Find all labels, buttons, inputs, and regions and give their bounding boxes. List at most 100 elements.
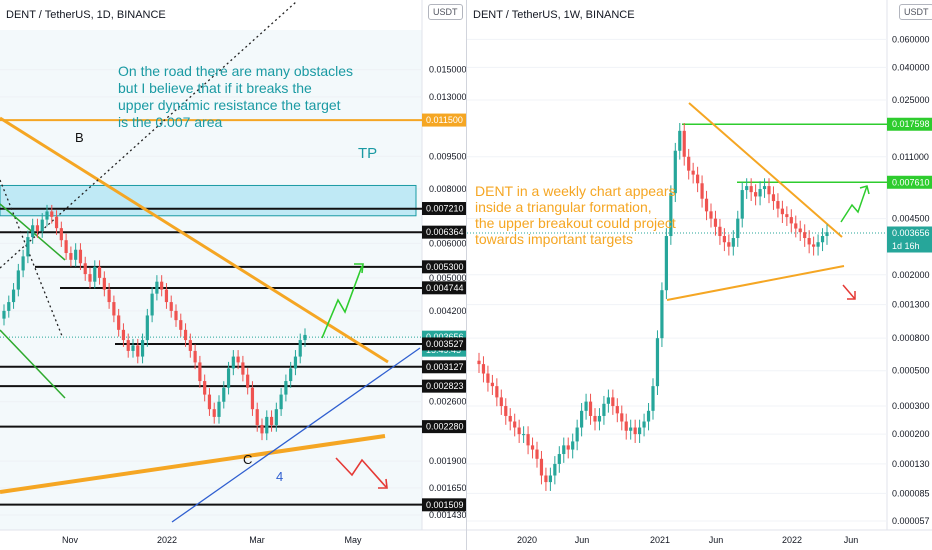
panel-divider[interactable]: [466, 0, 467, 550]
candle-body: [767, 186, 771, 195]
daily-chart-svg[interactable]: 0.015000 0.013000 0.009500 0.008000 0.006000…: [0, 0, 466, 550]
candle-body: [789, 217, 793, 224]
candle-body: [107, 289, 111, 303]
candle-body: [526, 434, 530, 446]
candle-body: [740, 190, 744, 219]
bearish-arrowhead: [378, 478, 388, 489]
daily-chart-title: DENT / TetherUS, 1D, BINANCE: [6, 9, 166, 21]
currency-badge-left[interactable]: USDT: [428, 4, 463, 20]
candle-body: [93, 266, 97, 282]
candle-body: [727, 242, 731, 247]
candle-body: [544, 475, 548, 483]
annotation-line: but I believe that if it breaks the: [118, 80, 312, 96]
candle-body: [150, 293, 154, 316]
candle-body: [164, 289, 169, 303]
candle-body: [126, 340, 130, 351]
candle-body: [557, 454, 561, 464]
candle-body: [303, 334, 307, 341]
candle-body: [203, 381, 207, 395]
y-tick-label: 0.004500: [892, 214, 930, 224]
candle-body: [83, 263, 87, 275]
y-tick-label: 0.000130: [892, 459, 930, 469]
candle-body: [522, 434, 526, 436]
candle-body: [499, 397, 503, 407]
candle-body: [651, 386, 655, 411]
chart-background: [0, 30, 422, 530]
candle-body: [35, 225, 40, 232]
annotation-line: upper dynamic resistance the target: [118, 97, 341, 113]
x-tick-label: Mar: [249, 535, 265, 545]
annotation-line: is the 0.007 area: [118, 114, 223, 130]
bullish-projection-arrow: [840, 185, 868, 223]
price-tag: [422, 202, 466, 216]
candle-body: [709, 211, 713, 219]
candle-body: [736, 218, 740, 239]
y-tick-label: 0.000800: [892, 333, 930, 343]
y-tick-label: 0.001300: [892, 300, 930, 310]
x-tick-label: 2020: [517, 535, 537, 545]
candle-body: [606, 397, 610, 404]
price-tag-value: 0.001509: [426, 500, 464, 510]
candle-body: [2, 310, 6, 319]
y-tick-label: 0.000085: [892, 488, 930, 498]
y-tick-label: 0.000500: [892, 366, 930, 376]
candle-body: [490, 382, 494, 387]
candle-body: [11, 289, 16, 303]
candle-body: [812, 244, 816, 247]
weekly-chart-svg[interactable]: 0.060000 0.040000 0.025000 0.011000 0.004500…: [467, 0, 932, 550]
candle-body: [136, 345, 140, 357]
candle-body: [88, 274, 92, 282]
candle-body: [664, 236, 668, 291]
annotation-line: On the road there are many obstacles: [118, 63, 353, 79]
candle-body: [687, 156, 691, 171]
currency-badge-right[interactable]: USDT: [899, 4, 932, 20]
candle-body: [798, 228, 802, 233]
y-tick-label: 0.000057: [892, 516, 930, 526]
candle-body: [624, 421, 628, 431]
y-tick-label: 0.002600: [429, 397, 466, 407]
price-tag-value: 0.007610: [892, 177, 930, 187]
y-tick-label: 0.015000: [429, 65, 466, 75]
candle-body: [188, 340, 192, 351]
candle-body: [40, 219, 44, 232]
candle-body: [722, 236, 726, 243]
candle-body: [780, 208, 784, 215]
candle-body: [174, 310, 178, 321]
candle-body: [78, 249, 83, 264]
price-tag: [422, 225, 466, 239]
x-tick-label: 2021: [650, 535, 670, 545]
price-tag-value: 0.011500: [426, 115, 463, 125]
x-tick-label: Nov: [62, 535, 79, 545]
candle-body: [669, 193, 673, 237]
price-tag-value: 0.017598: [892, 119, 930, 129]
candle-body: [74, 249, 78, 260]
candle-body: [255, 409, 259, 425]
candle-body: [481, 364, 486, 374]
price-tag: [887, 226, 932, 253]
annotation-line: towards important targets: [475, 231, 633, 247]
candle-body: [265, 416, 269, 434]
candle-body: [584, 401, 588, 411]
candle-body: [539, 458, 544, 476]
annotation-line: inside a triangular formation,: [475, 199, 652, 215]
candle-body: [236, 356, 240, 363]
y-tick-label: 0.025000: [892, 95, 930, 105]
candle-body: [45, 211, 49, 220]
candle-body: [198, 362, 202, 382]
x-tick-label: May: [344, 535, 362, 545]
daily-chart-panel[interactable]: 0.015000 0.013000 0.009500 0.008000 0.006000…: [0, 0, 466, 550]
candle-body: [646, 410, 651, 422]
y-tick-label: 0.013000: [429, 92, 466, 102]
candle-body: [231, 356, 235, 369]
weekly-chart-panel[interactable]: 0.060000 0.040000 0.025000 0.011000 0.004500…: [467, 0, 932, 550]
candle-body: [69, 253, 73, 260]
price-tag: [422, 360, 466, 374]
price-tag-value: 0.005300: [426, 262, 464, 272]
candle-body: [16, 270, 20, 290]
y-tick-label: 0.004200: [429, 306, 466, 316]
x-tick-label: 2022: [782, 535, 802, 545]
candle-body: [486, 373, 490, 383]
green-channel-line: [0, 329, 66, 399]
y-tick-label: 0.006000: [429, 238, 466, 248]
candle-body: [535, 449, 539, 459]
